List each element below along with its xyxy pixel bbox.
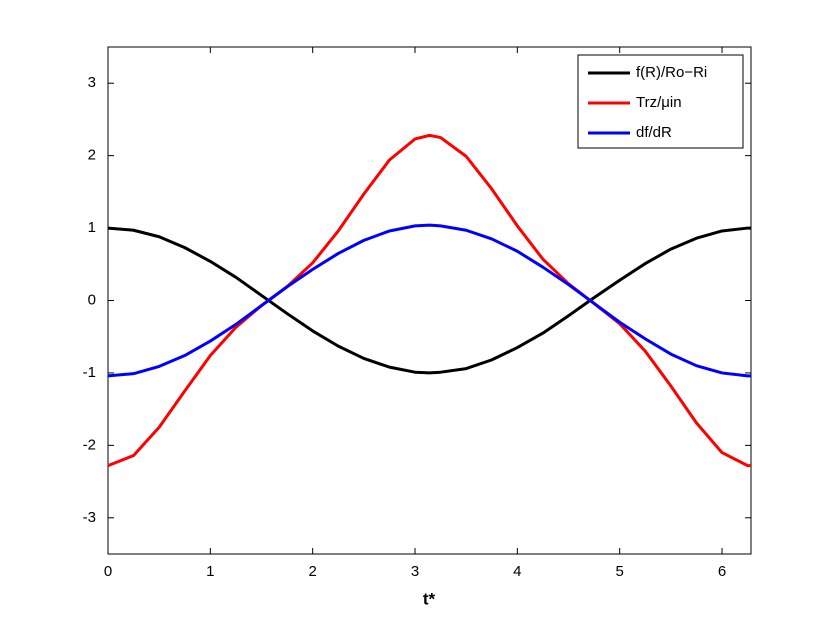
x-tick-label: 4 bbox=[513, 563, 521, 580]
y-tick-label: 3 bbox=[88, 74, 96, 91]
x-tick-label: 2 bbox=[309, 563, 317, 580]
x-tick-label: 3 bbox=[411, 563, 419, 580]
x-axis-label: t* bbox=[423, 589, 436, 608]
x-tick-label: 1 bbox=[206, 563, 214, 580]
x-tick-label: 0 bbox=[104, 563, 112, 580]
x-tick-label: 5 bbox=[616, 563, 624, 580]
line-series bbox=[107, 133, 751, 468]
line-series bbox=[107, 223, 751, 378]
y-tick-label: -2 bbox=[83, 436, 96, 453]
y-tick-label: -3 bbox=[83, 509, 96, 526]
y-tick-label: 0 bbox=[88, 291, 96, 308]
x-tick-label: 6 bbox=[718, 563, 726, 580]
legend-label: f(R)/Ro−Ri bbox=[636, 64, 707, 81]
legend-label: Trz/μin bbox=[636, 94, 682, 111]
line-series bbox=[107, 226, 751, 375]
y-tick-label: -1 bbox=[83, 364, 96, 381]
y-tick-label: 2 bbox=[88, 147, 96, 164]
legend-label: df/dR bbox=[636, 124, 672, 141]
y-tick-label: 1 bbox=[88, 219, 96, 236]
